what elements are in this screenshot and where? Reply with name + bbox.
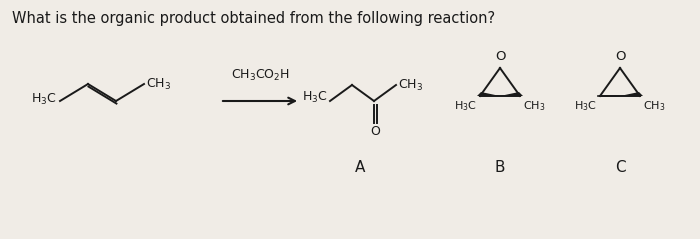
Text: A: A <box>355 159 365 174</box>
Polygon shape <box>500 92 523 96</box>
Text: $\mathregular{CH_3}$: $\mathregular{CH_3}$ <box>643 99 666 113</box>
Text: C: C <box>615 159 625 174</box>
Text: $\mathregular{CH_3}$: $\mathregular{CH_3}$ <box>146 76 171 92</box>
Text: What is the organic product obtained from the following reaction?: What is the organic product obtained fro… <box>12 11 495 26</box>
Text: $\mathregular{CH_3CO_2H}$: $\mathregular{CH_3CO_2H}$ <box>230 68 290 83</box>
Text: $\mathregular{H_3C}$: $\mathregular{H_3C}$ <box>454 99 477 113</box>
Text: $\mathregular{H_3C}$: $\mathregular{H_3C}$ <box>574 99 597 113</box>
Text: O: O <box>370 125 380 138</box>
Text: $\mathregular{CH_3}$: $\mathregular{CH_3}$ <box>398 77 423 92</box>
Text: O: O <box>615 50 625 63</box>
Text: O: O <box>495 50 505 63</box>
Text: $\mathregular{H_3C}$: $\mathregular{H_3C}$ <box>32 92 57 107</box>
Text: B: B <box>495 159 505 174</box>
Polygon shape <box>477 92 500 96</box>
Text: $\mathregular{CH_3}$: $\mathregular{CH_3}$ <box>523 99 545 113</box>
Polygon shape <box>620 92 643 96</box>
Text: $\mathregular{H_3C}$: $\mathregular{H_3C}$ <box>302 89 328 104</box>
